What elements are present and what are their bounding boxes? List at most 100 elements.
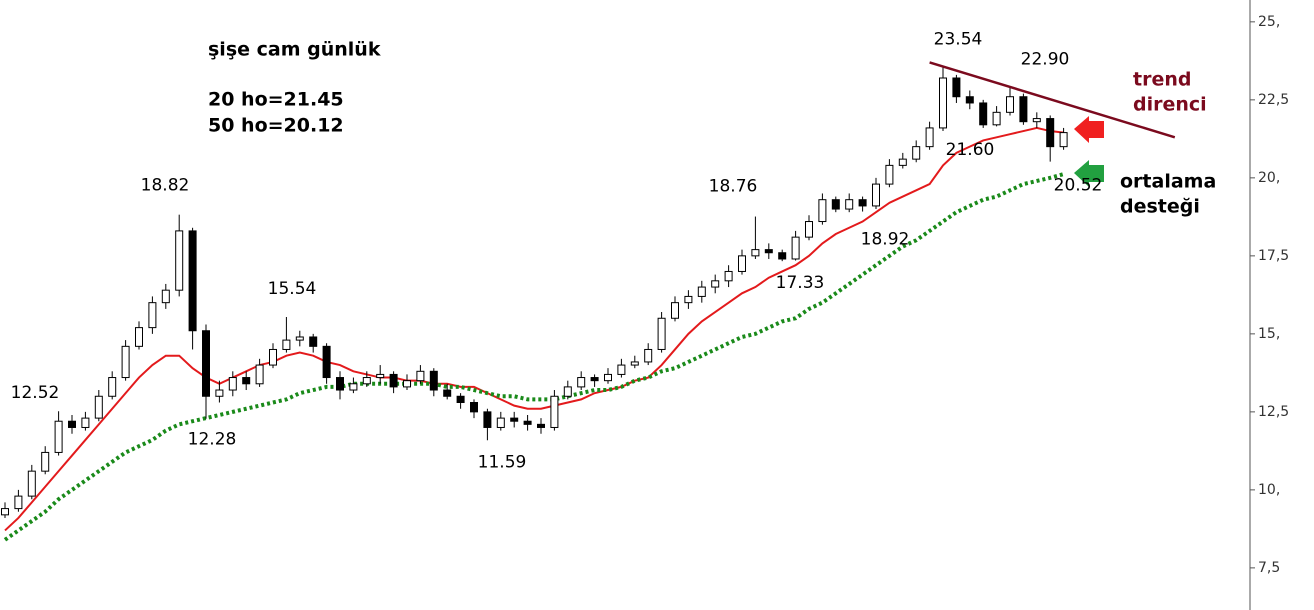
candle-body: [336, 377, 344, 391]
support-arrow: [1074, 160, 1104, 187]
ma-label: 50 ho=20.12: [208, 115, 344, 137]
price-label: 18.92: [861, 230, 910, 250]
y-tick-label: 10,: [1258, 482, 1280, 498]
candle-body: [992, 111, 1001, 126]
trend-label: trend: [1133, 69, 1191, 91]
candle-body: [697, 286, 706, 297]
candle-body: [1019, 96, 1028, 123]
candle-body: [724, 270, 733, 282]
candle-body: [362, 377, 371, 385]
candle-body: [563, 386, 572, 397]
price-label: 12.28: [188, 430, 237, 450]
candle-body: [898, 158, 907, 166]
candle-body: [952, 77, 961, 98]
chart-title: şişe cam günlük: [208, 39, 381, 61]
candle-body: [818, 199, 827, 223]
candle-body: [1032, 118, 1041, 123]
candle-body: [54, 420, 63, 453]
price-label: 11.59: [478, 452, 527, 472]
y-tick-label: 25,: [1258, 14, 1280, 30]
candle-body: [403, 380, 411, 388]
candle-body: [831, 199, 840, 210]
candle-body: [872, 183, 880, 207]
price-label: 15.54: [268, 279, 317, 299]
candle-body: [215, 389, 224, 397]
price-label: 22.90: [1021, 49, 1070, 69]
candle-body: [175, 230, 184, 291]
candle-body: [470, 402, 478, 413]
trend-line: [929, 61, 1176, 139]
candle-body: [791, 236, 800, 260]
candle-body: [711, 280, 720, 288]
candle-body: [1059, 132, 1068, 148]
candle-body: [188, 230, 197, 332]
candle-body: [684, 295, 693, 304]
candle-body: [965, 96, 974, 104]
resistance-arrow: [1074, 116, 1104, 143]
candle-body: [14, 495, 23, 510]
moving-average: [4, 126, 1064, 532]
candle-body: [242, 377, 251, 385]
y-tick-label: 12,5: [1258, 404, 1289, 420]
price-label: 20.52: [1054, 176, 1103, 196]
candle-body: [349, 383, 358, 391]
candle-body: [161, 289, 170, 304]
y-tick-label: 17,5: [1258, 248, 1289, 264]
moving-average: [3, 172, 1065, 542]
candle-body: [738, 255, 746, 272]
candle-body: [925, 127, 934, 148]
y-tick-label: 20,: [1258, 170, 1280, 186]
price-label: 18.76: [709, 177, 758, 197]
price-label: 12.52: [11, 383, 60, 403]
candle-body: [764, 249, 773, 254]
candle-body: [939, 77, 947, 129]
candle-body: [269, 348, 277, 366]
candle-body: [1, 508, 9, 516]
candle-body: [751, 249, 760, 257]
candle-body: [778, 252, 787, 260]
candle-body: [41, 451, 50, 472]
candle-body: [309, 336, 318, 347]
candle-body: [496, 417, 505, 428]
price-label: 18.82: [141, 176, 190, 196]
candle-body: [202, 330, 210, 397]
trend-label: direnci: [1133, 94, 1207, 116]
candle-body: [68, 420, 76, 428]
price-label: 21.60: [946, 140, 995, 160]
candle-body: [537, 423, 545, 428]
support-label: desteği: [1120, 196, 1200, 218]
candle-body: [550, 395, 559, 428]
candle-body: [443, 389, 452, 397]
candle-body: [1006, 96, 1014, 113]
candle-body: [885, 164, 894, 185]
candle-body: [657, 317, 666, 350]
price-label: 17.33: [776, 273, 825, 293]
candle-body: [376, 373, 385, 379]
candle-body: [630, 361, 639, 366]
candle-body: [858, 199, 867, 207]
candle-body: [456, 395, 465, 404]
candle-body: [228, 377, 237, 391]
price-label: 23.54: [934, 29, 983, 49]
candle-body: [979, 102, 988, 126]
candle-body: [483, 411, 492, 428]
candle-body: [644, 348, 653, 363]
candle-body: [510, 417, 519, 422]
y-tick-label: 15,: [1258, 326, 1280, 342]
y-tick-label: 7,5: [1258, 560, 1280, 576]
candle-body: [121, 345, 130, 379]
candle-body: [590, 377, 599, 382]
candle-body: [429, 370, 438, 391]
candle-body: [604, 373, 612, 382]
candle-body: [148, 302, 157, 329]
candle-body: [322, 345, 331, 379]
candle-body: [617, 364, 626, 375]
candle-body: [805, 221, 813, 238]
candle-body: [108, 377, 117, 397]
candle-body: [27, 470, 36, 497]
candle-body: [295, 336, 304, 341]
y-tick-label: 22,5: [1258, 92, 1289, 108]
ma-label: 20 ho=21.45: [208, 89, 344, 111]
candle-body: [845, 199, 854, 210]
